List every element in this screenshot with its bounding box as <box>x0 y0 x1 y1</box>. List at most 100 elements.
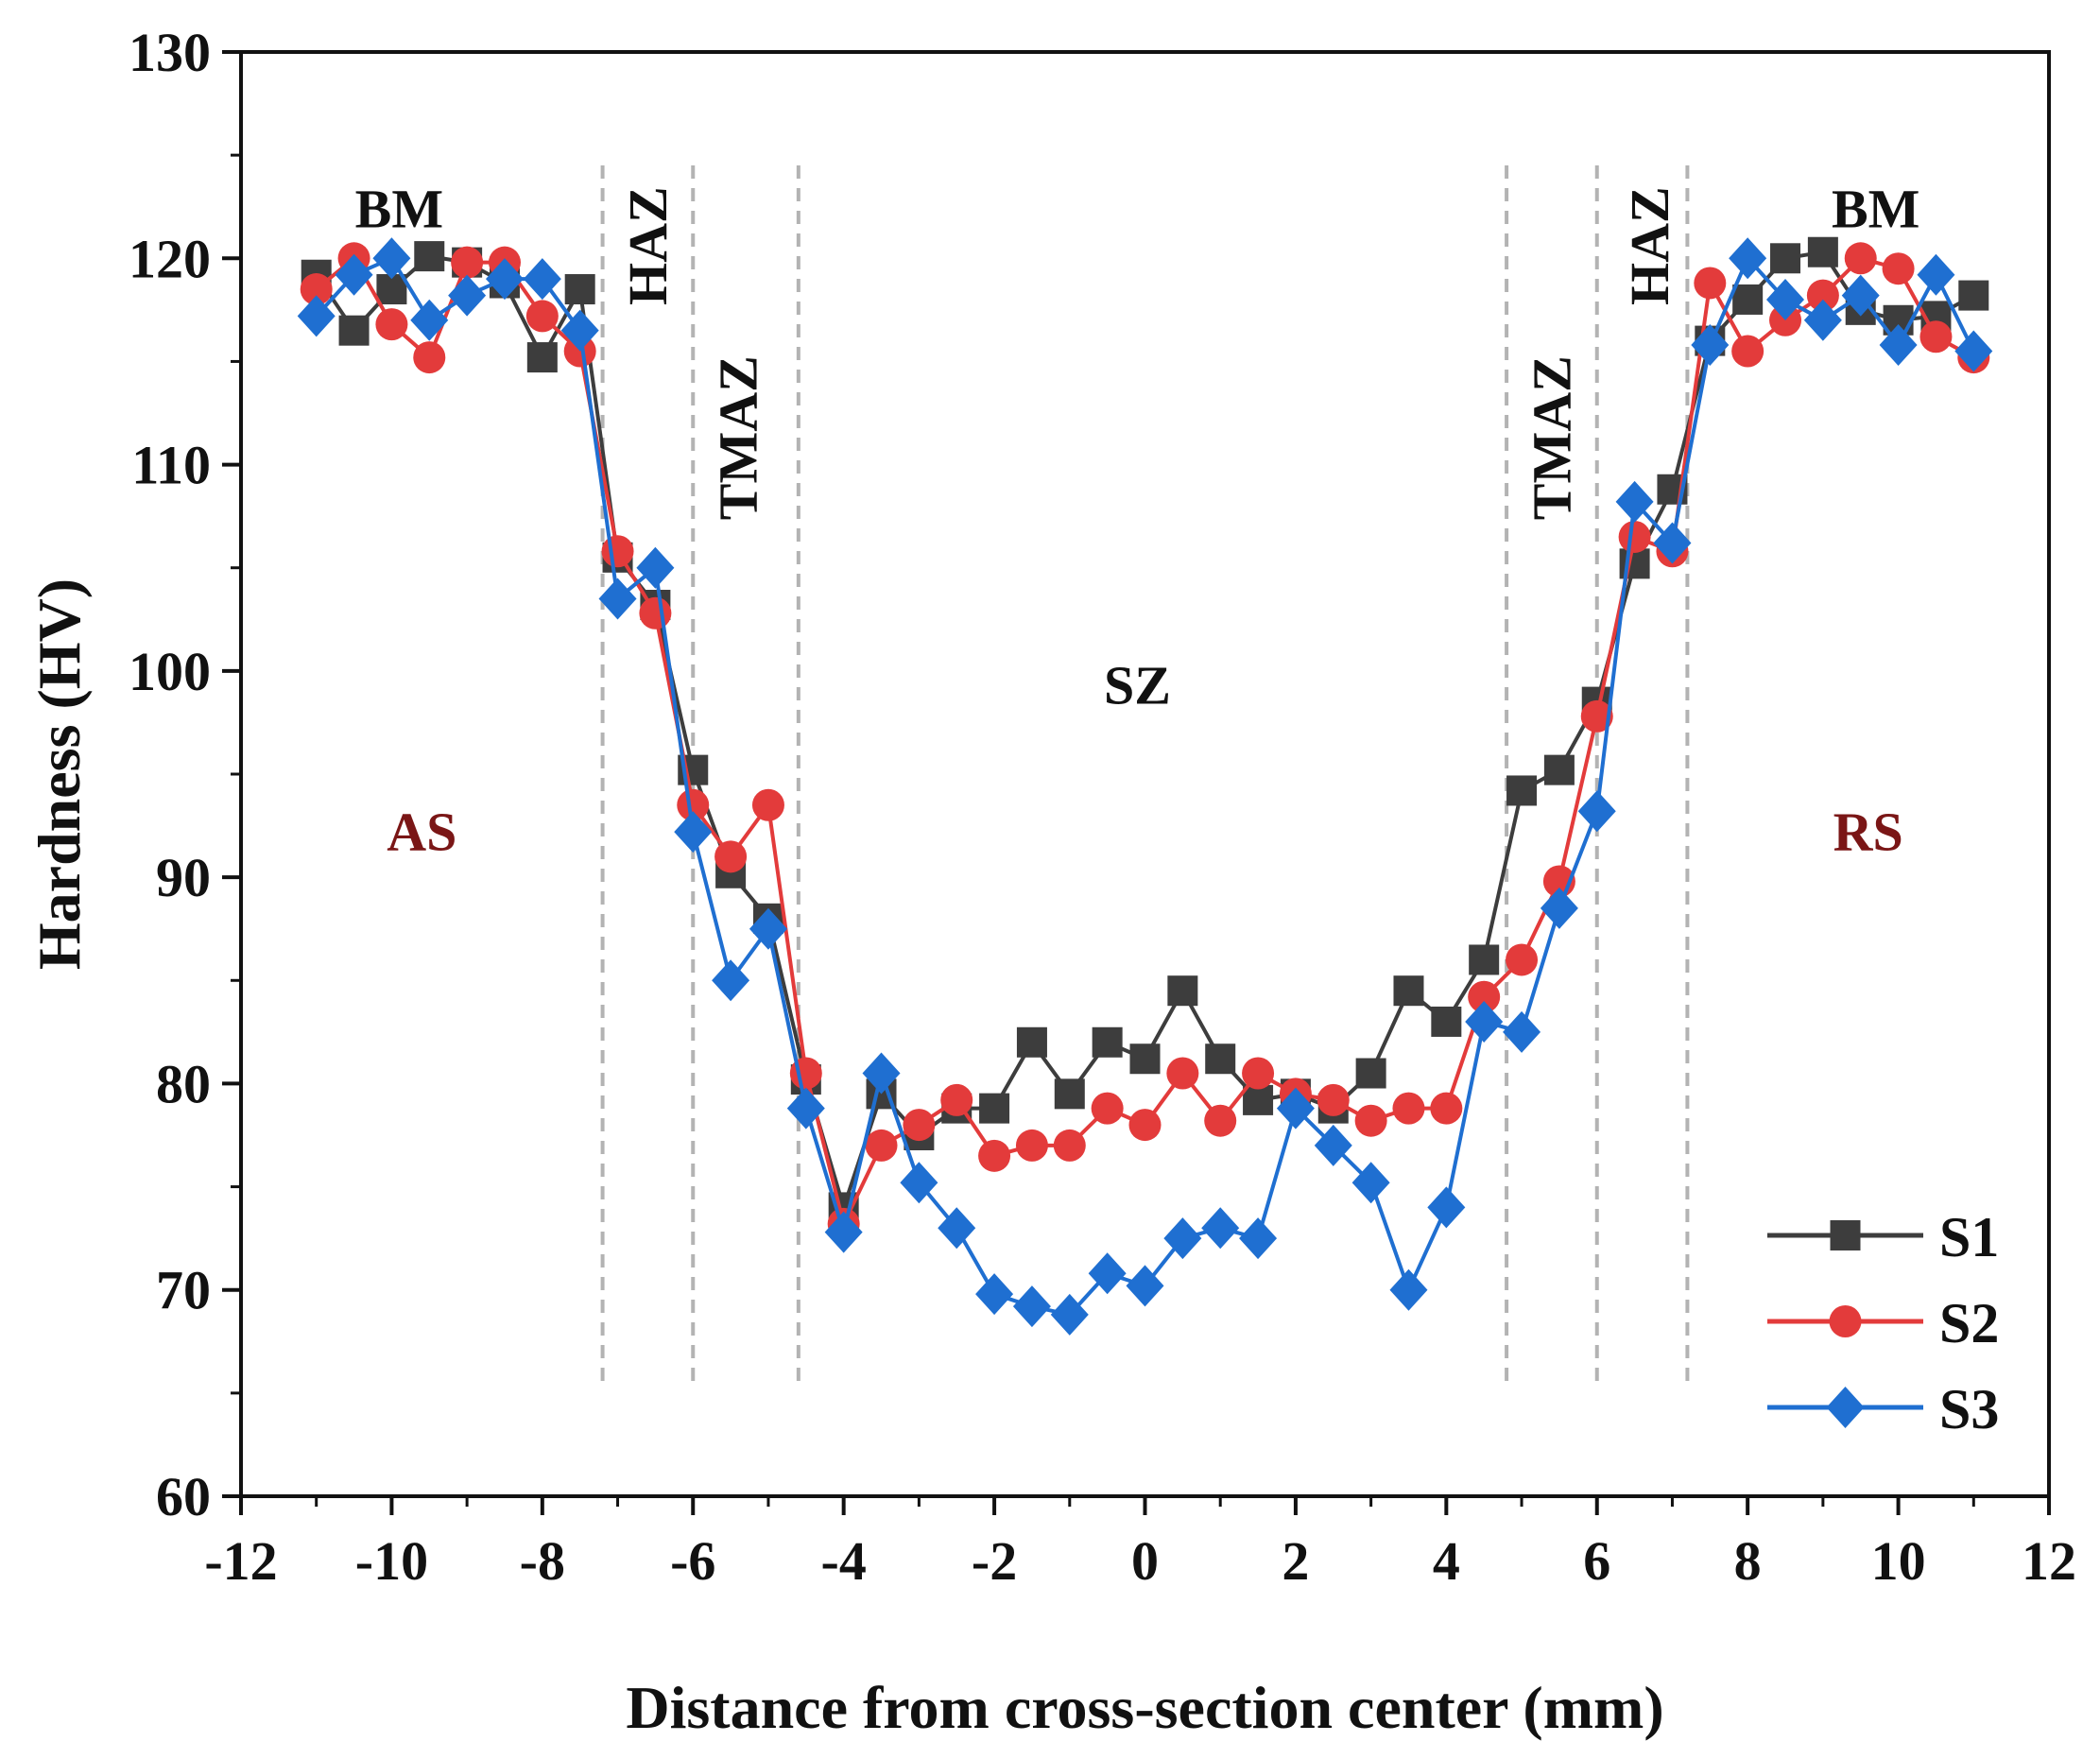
data-point-s3 <box>372 237 411 280</box>
data-point-s2 <box>1580 699 1613 733</box>
data-point-s2 <box>300 273 333 306</box>
y-axis-label: Hardness (HV) <box>26 578 93 970</box>
y-tick-label: 80 <box>156 1053 211 1114</box>
data-point-s1 <box>338 315 370 346</box>
x-tick-label: 0 <box>1131 1530 1159 1592</box>
data-point-s3 <box>1615 480 1654 523</box>
zone-label-sz: SZ <box>1104 655 1171 716</box>
data-point-s3 <box>1503 1010 1541 1053</box>
data-point-s3 <box>1012 1285 1051 1328</box>
data-point-s3 <box>1126 1265 1164 1307</box>
legend-marker <box>1829 1305 1862 1337</box>
y-tick-label: 130 <box>129 22 211 83</box>
legend-marker <box>1830 1220 1861 1250</box>
data-point-s2 <box>1242 1057 1275 1090</box>
x-tick-label: -12 <box>204 1530 277 1592</box>
data-point-s1 <box>1355 1058 1386 1089</box>
data-point-s3 <box>1954 330 1993 372</box>
data-point-s3 <box>1276 1087 1315 1130</box>
data-point-s3 <box>1427 1186 1466 1229</box>
data-point-s1 <box>1016 1026 1047 1058</box>
data-point-s3 <box>485 258 524 301</box>
zone-label-tmaz: TMAZ <box>1521 355 1582 520</box>
data-point-s2 <box>1882 252 1915 285</box>
data-point-s3 <box>1879 323 1918 366</box>
data-point-s1 <box>1393 975 1424 1007</box>
x-tick-label: -2 <box>972 1530 1017 1592</box>
data-point-s1 <box>1506 775 1538 806</box>
x-tick-label: 10 <box>1871 1530 1926 1592</box>
data-point-s3 <box>410 299 449 341</box>
data-point-s1 <box>1167 975 1198 1007</box>
data-point-s1 <box>1092 1026 1123 1058</box>
data-point-s3 <box>1163 1217 1202 1260</box>
zone-boundaries <box>600 165 1690 1383</box>
series-line-s3 <box>315 256 1976 1317</box>
data-series <box>297 236 1993 1336</box>
data-point-s3 <box>335 253 373 296</box>
data-point-s3 <box>1314 1124 1352 1166</box>
data-point-s3 <box>1803 299 1842 341</box>
data-point-s2 <box>1694 267 1727 300</box>
x-tick-label: -6 <box>670 1530 715 1592</box>
legend-item-s3: S3 <box>1767 1378 1999 1440</box>
data-point-s3 <box>1050 1293 1089 1336</box>
data-point-s3 <box>1389 1268 1428 1311</box>
x-tick-label: -4 <box>821 1530 867 1592</box>
legend-item-s2: S2 <box>1767 1292 1999 1354</box>
data-point-s3 <box>1351 1162 1390 1204</box>
x-tick-label: -8 <box>520 1530 565 1592</box>
y-tick-label: 60 <box>156 1466 211 1527</box>
data-point-s3 <box>975 1273 1014 1316</box>
data-point-s3 <box>1201 1207 1240 1250</box>
data-point-s2 <box>1091 1092 1124 1125</box>
data-point-s3 <box>712 959 750 1002</box>
legend-label: S1 <box>1939 1206 1999 1268</box>
data-point-s2 <box>413 341 446 374</box>
data-point-s3 <box>824 1211 863 1253</box>
legend-marker <box>1826 1387 1865 1428</box>
data-point-s3 <box>1691 323 1730 366</box>
data-point-s3 <box>900 1162 938 1204</box>
x-tick-label: 2 <box>1282 1530 1309 1592</box>
data-point-s3 <box>1841 274 1880 317</box>
series-s1 <box>301 236 1989 1223</box>
data-point-s1 <box>564 274 595 305</box>
data-point-s2 <box>1506 943 1539 976</box>
legend: S1 S2 S3 <box>1767 1206 1999 1440</box>
data-point-s1 <box>1732 284 1764 315</box>
data-point-s3 <box>1540 887 1578 929</box>
x-tick-label: 4 <box>1433 1530 1460 1592</box>
data-point-s3 <box>1729 237 1767 280</box>
data-point-s3 <box>636 546 675 589</box>
zone-label-rs: RS <box>1833 802 1903 863</box>
x-tick-label: -10 <box>355 1530 428 1592</box>
data-point-s1 <box>1958 280 1989 311</box>
data-point-s2 <box>375 308 408 341</box>
data-point-s1 <box>414 241 445 272</box>
zone-label-as: AS <box>387 802 456 863</box>
data-point-s2 <box>1015 1129 1048 1162</box>
data-point-s2 <box>451 246 484 279</box>
data-point-s2 <box>639 596 672 629</box>
data-point-s3 <box>1653 522 1692 564</box>
data-point-s3 <box>938 1207 976 1250</box>
data-point-s1 <box>1807 236 1838 267</box>
data-point-s2 <box>1354 1104 1387 1137</box>
data-point-s1 <box>1543 754 1575 785</box>
data-point-s3 <box>297 295 336 337</box>
data-point-s2 <box>525 300 559 333</box>
data-point-s1 <box>1469 944 1500 975</box>
data-point-s1 <box>1205 1043 1236 1075</box>
y-tick-label: 70 <box>156 1260 211 1321</box>
data-point-s3 <box>1239 1217 1278 1260</box>
data-point-s2 <box>677 788 710 821</box>
data-point-s1 <box>1129 1043 1161 1075</box>
x-tick-label: 12 <box>2022 1530 2076 1592</box>
data-point-s2 <box>1806 279 1839 312</box>
zone-label-haz: HAZ <box>617 186 679 305</box>
data-point-s3 <box>560 309 599 352</box>
x-tick-label: 8 <box>1734 1530 1762 1592</box>
data-point-s2 <box>1053 1129 1086 1162</box>
